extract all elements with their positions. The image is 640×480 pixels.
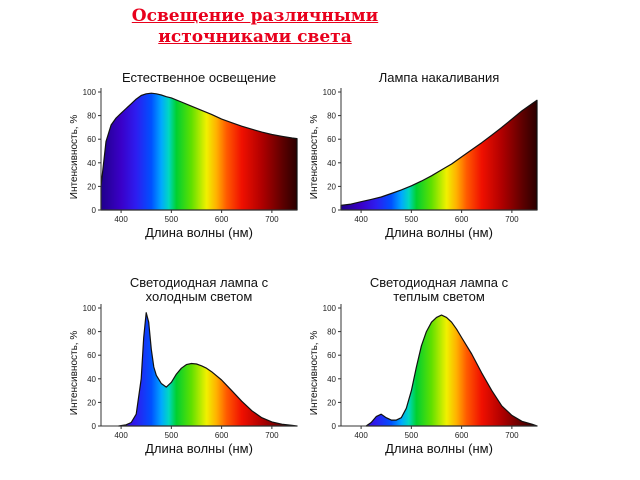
y-tick-label: 20 <box>327 182 336 191</box>
x-tick-label: 500 <box>405 215 419 224</box>
x-tick-label: 500 <box>405 431 419 440</box>
x-tick-label: 600 <box>215 215 229 224</box>
x-tick-label: 400 <box>114 215 128 224</box>
y-tick-label: 100 <box>323 304 337 313</box>
x-tick-label: 600 <box>215 431 229 440</box>
y-tick-label: 40 <box>87 159 96 168</box>
x-tick-label: 500 <box>165 431 179 440</box>
y-axis-label: Интенсивность, % <box>69 115 80 200</box>
chart-title-line: Светодиодная лампа с <box>370 275 509 290</box>
y-tick-label: 60 <box>87 351 96 360</box>
chart-natural-light: Естественное освещение 0 20 40 60 80 100 400 500… <box>69 70 298 240</box>
y-axis-label: Интенсивность, % <box>309 331 320 416</box>
chart-title-line: Светодиодная лампа с <box>130 275 269 290</box>
y-tick-label: 0 <box>92 206 97 215</box>
chart-incandescent-lamp: Лампа накаливания 0 20 40 60 80 100 400 500 600 70… <box>309 70 538 240</box>
chart-title-line: теплым светом <box>393 289 485 304</box>
y-tick-label: 80 <box>87 112 96 121</box>
y-tick-label: 0 <box>332 206 337 215</box>
chart-title-line: Лампа накаливания <box>379 70 500 85</box>
x-tick-label: 600 <box>455 431 469 440</box>
x-tick-label: 700 <box>265 215 279 224</box>
spectrum-area <box>365 314 538 427</box>
y-axis-label: Интенсивность, % <box>69 331 80 416</box>
spectrum-area <box>118 312 298 427</box>
y-tick-label: 20 <box>87 182 96 191</box>
chart-title-line: холодным светом <box>146 289 253 304</box>
y-tick-label: 40 <box>327 159 336 168</box>
spectrum-area <box>340 99 538 211</box>
chart-title-line: Естественное освещение <box>122 70 276 85</box>
y-tick-label: 40 <box>87 375 96 384</box>
y-tick-label: 80 <box>327 112 336 121</box>
y-tick-label: 0 <box>332 422 337 431</box>
x-tick-label: 600 <box>455 215 469 224</box>
page-title-line2: источниками света <box>158 27 352 47</box>
x-axis-label: Длина волны (нм) <box>385 441 493 456</box>
y-tick-label: 60 <box>87 135 96 144</box>
x-tick-label: 400 <box>354 215 368 224</box>
y-tick-label: 60 <box>327 351 336 360</box>
y-tick-label: 100 <box>83 304 97 313</box>
spectrum-area <box>100 92 298 211</box>
x-tick-label: 500 <box>165 215 179 224</box>
y-tick-label: 0 <box>92 422 97 431</box>
x-tick-label: 700 <box>505 215 519 224</box>
y-tick-label: 20 <box>87 398 96 407</box>
x-tick-label: 400 <box>354 431 368 440</box>
x-tick-label: 400 <box>114 431 128 440</box>
y-tick-label: 40 <box>327 375 336 384</box>
x-tick-label: 700 <box>265 431 279 440</box>
page-title-line1: Освещение различными <box>131 6 379 26</box>
y-axis-label: Интенсивность, % <box>309 115 320 200</box>
page-title: Освещение различными источниками света <box>0 6 510 48</box>
x-axis-label: Длина волны (нм) <box>145 441 253 456</box>
x-tick-label: 700 <box>505 431 519 440</box>
y-tick-label: 100 <box>83 88 97 97</box>
x-axis-label: Длина волны (нм) <box>145 225 253 240</box>
y-tick-label: 100 <box>323 88 337 97</box>
y-tick-label: 80 <box>87 328 96 337</box>
x-axis-label: Длина волны (нм) <box>385 225 493 240</box>
y-tick-label: 60 <box>327 135 336 144</box>
y-tick-label: 20 <box>327 398 336 407</box>
y-tick-label: 80 <box>327 328 336 337</box>
